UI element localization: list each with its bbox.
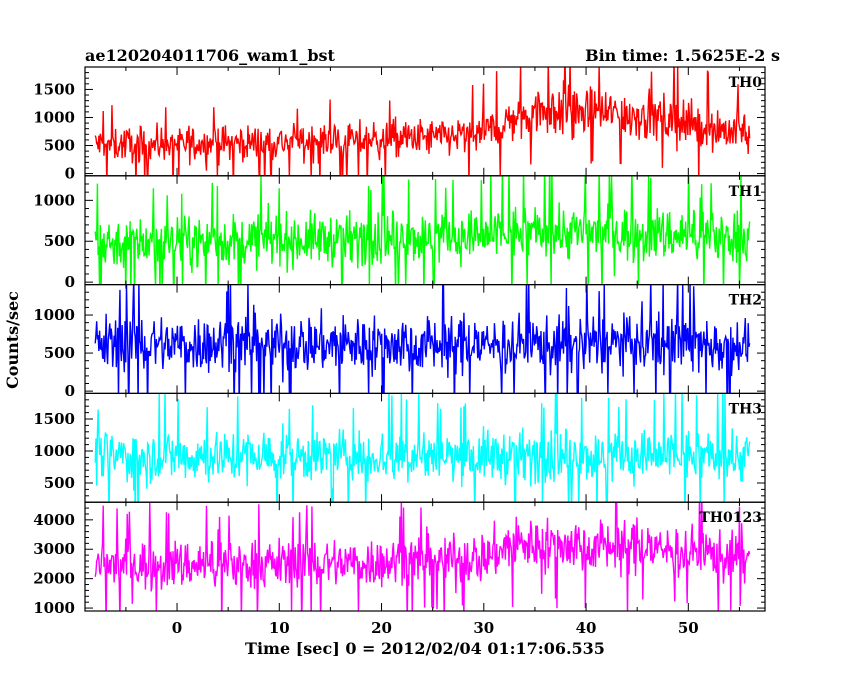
y-tick-label: 1000 (33, 599, 75, 617)
panel-th0: 0 500 1000 1500 TH0 (33, 66, 766, 183)
series-trace-th1 (94, 175, 751, 285)
panel-th2: 0 500 1000 TH2 (33, 284, 766, 400)
y-tick-label: 2000 (33, 570, 75, 588)
x-tick-label: 30 (473, 619, 494, 637)
chart-title: ae120204011706_wam1_bst (85, 46, 336, 65)
panel-th3: 500 1000 1500 TH3 (33, 392, 766, 503)
y-tick-label: 500 (44, 137, 75, 155)
x-tick-label: 50 (678, 619, 699, 637)
series-trace-th2 (94, 284, 751, 394)
x-tick-label: 0 (172, 619, 182, 637)
panel-label-th0123: TH0123 (699, 510, 762, 526)
y-tick-label: 1000 (33, 108, 75, 126)
y-tick-label: 4000 (33, 511, 75, 529)
panel-th1: 0 500 1000 TH1 (33, 175, 766, 291)
series-trace-th0 (94, 67, 751, 176)
y-tick-label: 1000 (33, 306, 75, 324)
x-tick-label: 20 (371, 619, 392, 637)
y-tick-label: 0 (65, 382, 75, 400)
x-tick-label: 40 (576, 619, 597, 637)
y-tick-label: 0 (65, 165, 75, 183)
y-tick-label: 1000 (33, 191, 75, 209)
panel-th0123: 1000 2000 3000 4000 TH0123 (33, 501, 766, 617)
series-trace-th0123 (94, 502, 751, 612)
series-trace-th3 (94, 393, 751, 503)
y-tick-label: 1000 (33, 442, 75, 460)
x-tick-label: 10 (269, 619, 290, 637)
y-tick-label: 1500 (33, 80, 75, 98)
y-tick-label: 1500 (33, 410, 75, 428)
y-tick-label: 3000 (33, 540, 75, 558)
x-axis-label: Time [sec] 0 = 2012/02/04 01:17:06.535 (245, 639, 605, 658)
panel-label-th0: TH0 (729, 75, 763, 91)
bin-time-label: Bin time: 1.5625E-2 s (585, 46, 780, 65)
panel-label-th2: TH2 (729, 293, 762, 309)
y-tick-label: 0 (65, 273, 75, 291)
y-tick-label: 500 (44, 232, 75, 250)
y-axis-label: Counts/sec (3, 291, 22, 389)
y-tick-label: 500 (44, 344, 75, 362)
panel-label-th1: TH1 (729, 184, 762, 200)
panel-label-th3: TH3 (729, 401, 762, 417)
y-tick-label: 500 (44, 474, 75, 492)
panel-frame (84, 501, 766, 612)
